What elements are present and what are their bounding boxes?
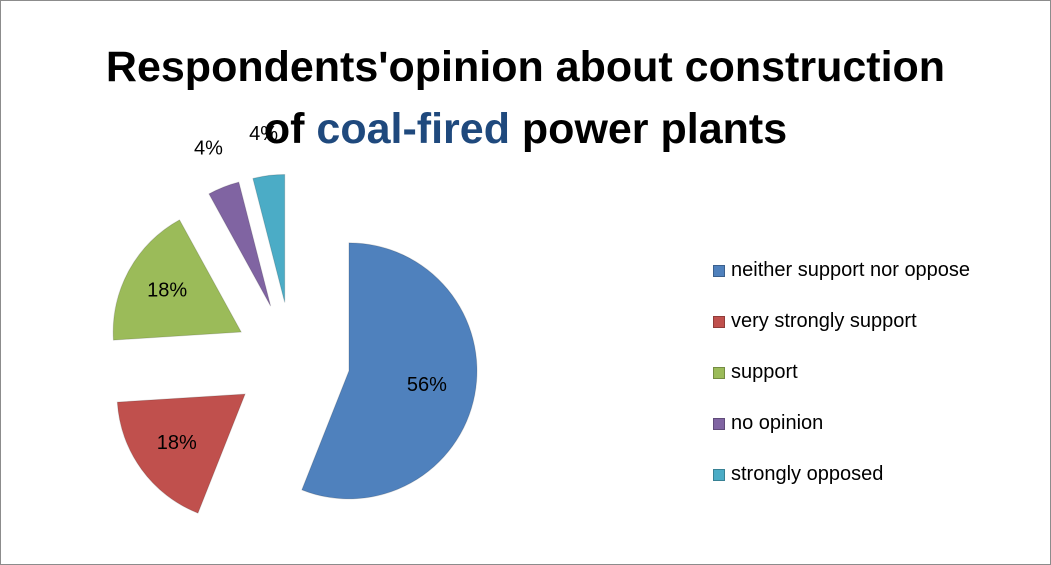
legend-item: strongly opposed xyxy=(713,449,970,500)
data-label-neither-support-nor-oppose: 56% xyxy=(407,374,447,396)
title-highlight: coal-fired xyxy=(316,105,510,153)
pie-slice-very-strongly-support xyxy=(116,393,246,514)
legend-label: very strongly support xyxy=(731,310,917,332)
legend-item: support xyxy=(713,347,970,398)
chart-title: Respondents'opinion about construction o… xyxy=(0,36,1051,160)
legend-label: no opinion xyxy=(731,412,824,434)
chart-title-line1: Respondents'opinion about construction xyxy=(105,43,946,91)
pie-slice-no-opinion xyxy=(208,181,272,307)
legend-swatch xyxy=(713,264,725,277)
pie-data-labels: 56% 18% 18% 4% 4% xyxy=(147,123,447,454)
pie-slices xyxy=(112,173,478,514)
legend-item: very strongly support xyxy=(713,296,970,347)
data-label-very-strongly-support: 18% xyxy=(157,432,197,454)
legend-swatch xyxy=(713,366,725,379)
legend-label: neither support nor oppose xyxy=(731,259,971,281)
chart-legend: neither support nor oppose very strongly… xyxy=(713,245,970,500)
pie-slice-strongly-opposed xyxy=(252,173,286,303)
pie-slice-neither-support-nor-oppose xyxy=(301,242,478,500)
legend-swatch xyxy=(713,417,725,430)
data-label-no-opinion: 4% xyxy=(194,137,223,159)
legend-swatch xyxy=(713,315,725,328)
legend-item: neither support nor oppose xyxy=(713,245,970,296)
pie-slice-support xyxy=(112,219,242,341)
data-label-support: 18% xyxy=(147,280,187,302)
legend-swatch xyxy=(713,468,725,481)
data-label-strongly-opposed: 4% xyxy=(249,123,278,145)
legend-item: no opinion xyxy=(713,398,970,449)
chart-title-line2: of coal-fired power plants xyxy=(0,98,1051,160)
legend-label: strongly opposed xyxy=(731,463,884,485)
legend-label: support xyxy=(731,361,798,383)
title-suffix: power plants xyxy=(509,105,788,153)
title-prefix: of xyxy=(263,105,317,153)
